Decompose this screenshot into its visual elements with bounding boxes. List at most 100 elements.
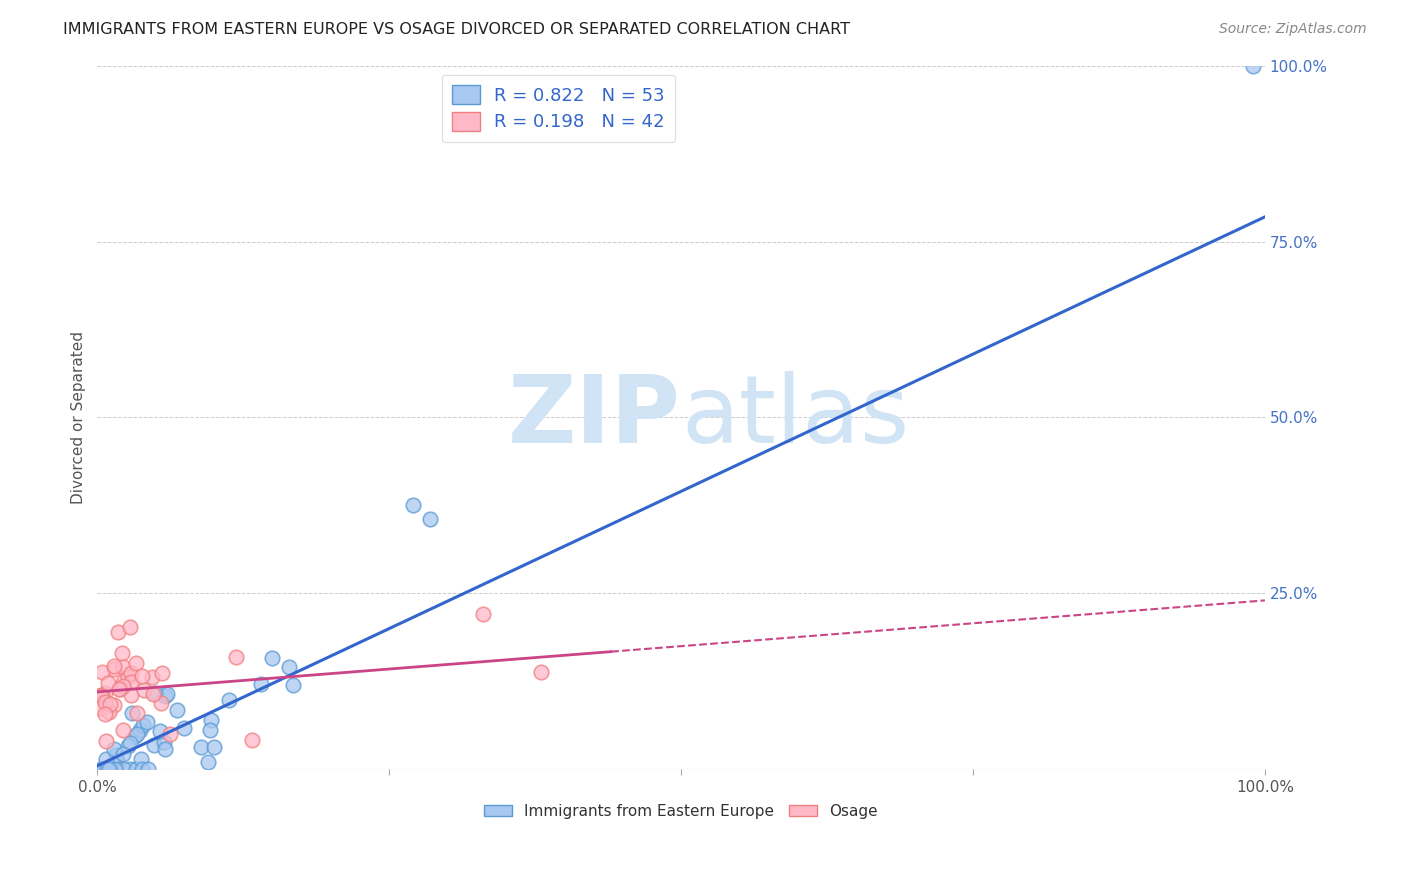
- Point: [200, 713, 222, 727]
- Legend: Immigrants from Eastern Europe, Osage: Immigrants from Eastern Europe, Osage: [478, 797, 884, 825]
- Point: [530, 665, 553, 679]
- Point: [93, 762, 115, 776]
- Point: [96, 752, 118, 766]
- Point: [125, 727, 148, 741]
- Point: [149, 724, 172, 739]
- Point: [250, 677, 273, 691]
- Point: [108, 681, 131, 696]
- Point: [281, 678, 304, 692]
- Point: [103, 741, 125, 756]
- Point: [103, 756, 125, 771]
- Point: [120, 674, 142, 689]
- Point: [94, 695, 117, 709]
- Point: [166, 703, 188, 717]
- Point: [125, 706, 148, 720]
- Point: [190, 740, 212, 755]
- Point: [96, 762, 118, 776]
- Point: [142, 738, 165, 752]
- Point: [103, 658, 125, 673]
- Point: [111, 747, 134, 761]
- Point: [105, 753, 128, 767]
- Point: [103, 756, 125, 771]
- Point: [90, 690, 112, 704]
- Point: [96, 762, 118, 776]
- Point: [118, 762, 141, 776]
- Point: [240, 733, 263, 747]
- Point: [93, 686, 115, 700]
- Point: [132, 718, 155, 732]
- Point: [125, 656, 148, 670]
- Point: [131, 762, 153, 776]
- Point: [112, 723, 135, 738]
- Point: [143, 686, 166, 700]
- Point: [138, 762, 160, 776]
- Point: [150, 666, 173, 681]
- Point: [93, 762, 115, 776]
- Point: [419, 512, 441, 526]
- Point: [120, 665, 142, 680]
- Point: [121, 706, 143, 721]
- Point: [197, 755, 219, 769]
- Point: [97, 705, 120, 719]
- Point: [202, 740, 225, 755]
- Text: Source: ZipAtlas.com: Source: ZipAtlas.com: [1219, 22, 1367, 37]
- Point: [159, 727, 181, 741]
- Point: [117, 670, 139, 684]
- Point: [103, 698, 125, 712]
- Point: [91, 688, 114, 702]
- Text: IMMIGRANTS FROM EASTERN EUROPE VS OSAGE DIVORCED OR SEPARATED CORRELATION CHART: IMMIGRANTS FROM EASTERN EUROPE VS OSAGE …: [63, 22, 851, 37]
- Point: [124, 729, 146, 743]
- Point: [153, 741, 176, 756]
- Point: [89, 701, 111, 715]
- Point: [98, 762, 121, 776]
- Point: [107, 625, 129, 640]
- Point: [98, 697, 121, 711]
- Text: atlas: atlas: [681, 371, 910, 464]
- Point: [112, 674, 135, 689]
- Point: [103, 662, 125, 676]
- Point: [173, 721, 195, 735]
- Point: [118, 620, 141, 634]
- Point: [111, 646, 134, 660]
- Point: [262, 650, 284, 665]
- Point: [471, 607, 494, 621]
- Point: [142, 687, 165, 701]
- Point: [86, 690, 108, 704]
- Point: [129, 751, 152, 765]
- Y-axis label: Divorced or Separated: Divorced or Separated: [72, 331, 86, 504]
- Point: [1241, 59, 1264, 73]
- Point: [91, 665, 114, 680]
- Point: [125, 762, 148, 776]
- Point: [96, 734, 118, 748]
- Point: [150, 696, 173, 710]
- Point: [156, 687, 179, 701]
- Point: [97, 676, 120, 690]
- Point: [198, 723, 221, 738]
- Point: [89, 762, 111, 776]
- Point: [218, 692, 240, 706]
- Point: [131, 669, 153, 683]
- Point: [132, 682, 155, 697]
- Point: [112, 680, 135, 694]
- Point: [111, 659, 134, 673]
- Point: [104, 762, 127, 776]
- Point: [94, 707, 117, 722]
- Point: [89, 689, 111, 703]
- Point: [128, 723, 150, 737]
- Point: [120, 688, 142, 702]
- Point: [225, 649, 247, 664]
- Point: [105, 748, 128, 763]
- Point: [110, 682, 132, 697]
- Point: [401, 499, 423, 513]
- Text: ZIP: ZIP: [508, 371, 681, 464]
- Point: [153, 690, 176, 704]
- Point: [96, 762, 118, 776]
- Point: [96, 762, 118, 776]
- Point: [112, 762, 135, 776]
- Point: [118, 736, 141, 750]
- Point: [153, 734, 176, 748]
- Point: [141, 670, 163, 684]
- Point: [117, 739, 139, 753]
- Point: [278, 660, 301, 674]
- Point: [136, 715, 159, 730]
